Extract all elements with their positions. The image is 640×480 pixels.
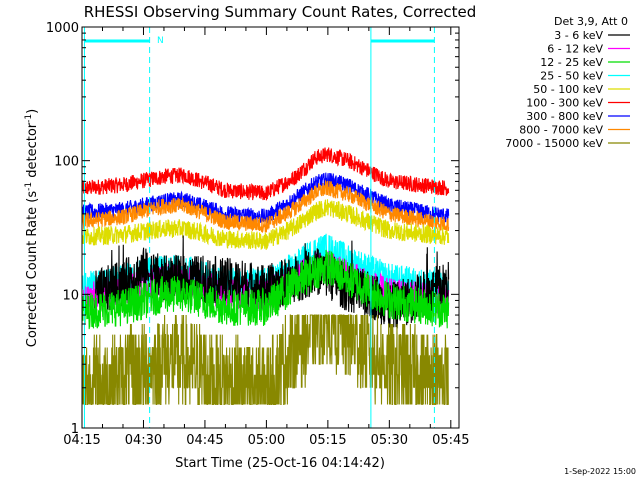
legend-label-0: 3 - 6 keV <box>554 29 603 42</box>
overlay-layer: N <box>83 27 435 428</box>
x-tick-label-2: 04:45 <box>186 433 223 448</box>
x-tick-label-0: 04:15 <box>63 433 100 448</box>
x-tick-label-6: 05:45 <box>432 433 469 448</box>
x-tick-label-3: 05:00 <box>248 433 285 448</box>
legend-label-1: 6 - 12 keV <box>547 43 603 56</box>
y-tick-label-0: 1 <box>71 422 79 437</box>
attenuator-label: N <box>157 36 164 46</box>
footer-date: 1-Sep-2022 15:00 <box>564 467 636 476</box>
x-axis-ticks: 04:15 04:30 04:45 05:00 05:15 05:30 05:45 <box>63 27 470 448</box>
series-line-6 <box>93 235 450 329</box>
x-axis-label: Start Time (25-Oct-16 04:14:42) <box>175 456 385 471</box>
series-line-8 <box>81 314 449 406</box>
y-tick-label-3: 1000 <box>46 21 79 36</box>
y-axis-ticks: 1 10 100 1000 <box>46 21 459 437</box>
legend-label-6: 300 - 800 keV <box>526 110 603 123</box>
y-axis-label-main: Corrected Count Rate (s <box>25 191 40 348</box>
y-axis-label-sup1: -1 <box>24 182 34 191</box>
legend-label-2: 12 - 25 keV <box>540 56 603 69</box>
x-tick-label-5: 05:30 <box>371 433 408 448</box>
x-tick-label-1: 04:30 <box>125 433 162 448</box>
legend-header: Det 3,9, Att 0 <box>554 15 628 28</box>
y-axis-label-end: ) <box>25 109 40 114</box>
series-line-3 <box>81 199 450 251</box>
legend-label-4: 50 - 100 keV <box>533 83 603 96</box>
y-axis-label-mid: detector <box>25 122 40 182</box>
series-line-2 <box>81 179 450 233</box>
legend-label-7: 800 - 7000 keV <box>519 124 603 137</box>
chart-title: RHESSI Observing Summary Count Rates, Co… <box>84 3 477 21</box>
legend-label-8: 7000 - 15000 keV <box>505 137 603 150</box>
series-line-7 <box>81 249 450 330</box>
series-line-0 <box>81 147 450 201</box>
y-tick-label-1: 10 <box>62 288 79 303</box>
x-tick-label-4: 05:15 <box>309 433 346 448</box>
y-axis-label-sup2: -1 <box>24 114 34 123</box>
plot-frame <box>81 26 460 429</box>
plot-area: N 04:15 04:30 04:45 05:00 05:15 05:30 05:45 11… <box>46 21 470 448</box>
legend-label-3: 25 - 50 keV <box>540 70 603 83</box>
y-tick-label-2: 100 <box>54 155 79 170</box>
legend-label-5: 100 - 300 keV <box>526 97 603 110</box>
series-layer <box>81 147 450 406</box>
y-axis-label: Corrected Count Rate (s-1 detector-1) <box>24 109 40 347</box>
